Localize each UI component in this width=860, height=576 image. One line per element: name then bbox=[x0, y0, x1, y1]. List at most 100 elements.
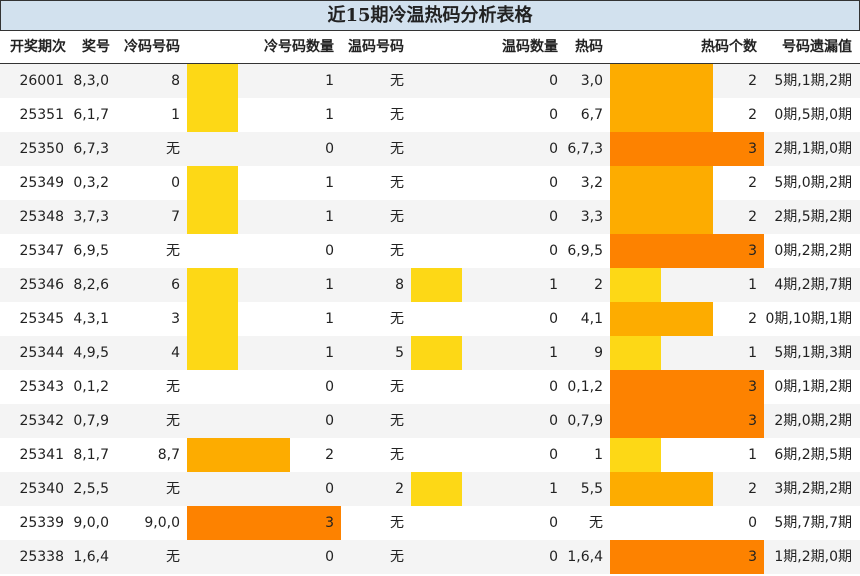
cell-cold: 4 bbox=[171, 345, 180, 361]
cell-draw: 4,3,1 bbox=[73, 311, 109, 327]
cell-draw: 6,1,7 bbox=[73, 107, 109, 123]
cell-warm-count: 0 bbox=[549, 515, 558, 531]
cell-period: 25349 bbox=[19, 175, 64, 191]
cell-warm: 无 bbox=[390, 311, 404, 327]
cell-hot-count: 1 bbox=[748, 447, 757, 463]
cell-cold: 1 bbox=[171, 107, 180, 123]
hot-count-bar bbox=[610, 166, 713, 200]
cell-hot: 5,5 bbox=[580, 481, 603, 497]
cell-hot: 3,3 bbox=[580, 209, 603, 225]
hot-count-bar bbox=[610, 64, 713, 98]
cell-warm: 5 bbox=[395, 345, 404, 361]
cell-hot: 2 bbox=[594, 277, 603, 293]
cell-cold: 无 bbox=[166, 413, 180, 429]
header-cold: 冷码号码 bbox=[124, 39, 180, 55]
cell-warm-count: 0 bbox=[549, 379, 558, 395]
cell-hot-count: 1 bbox=[748, 277, 757, 293]
cell-draw: 6,7,3 bbox=[73, 141, 109, 157]
cold-count-bar bbox=[187, 64, 238, 98]
cell-warm-count: 0 bbox=[549, 107, 558, 123]
table-row: 25346 8,2,6 6 1 8 1 2 1 4期,2期,7期 bbox=[0, 268, 860, 302]
cell-hot: 0,7,9 bbox=[567, 413, 603, 429]
cell-hot: 9 bbox=[594, 345, 603, 361]
cell-draw: 9,0,0 bbox=[73, 515, 109, 531]
cold-count-bar bbox=[187, 200, 238, 234]
cell-omission: 4期,2期,7期 bbox=[774, 277, 852, 293]
cell-period: 25351 bbox=[19, 107, 64, 123]
table-row: 25344 4,9,5 4 1 5 1 9 1 5期,1期,3期 bbox=[0, 336, 860, 370]
table-row: 25339 9,0,0 9,0,0 3 无 0 无 0 5期,7期,7期 bbox=[0, 506, 860, 540]
cell-warm: 无 bbox=[390, 515, 404, 531]
cell-cold: 7 bbox=[171, 209, 180, 225]
header-omission: 号码遗漏值 bbox=[782, 39, 852, 55]
cell-cold-count: 1 bbox=[325, 277, 334, 293]
cell-cold-count: 0 bbox=[325, 549, 334, 565]
hot-count-bar bbox=[610, 234, 764, 268]
cell-hot: 无 bbox=[589, 515, 603, 531]
cell-warm-count: 0 bbox=[549, 447, 558, 463]
cell-draw: 6,9,5 bbox=[73, 243, 109, 259]
header-draw: 奖号 bbox=[82, 39, 110, 55]
cell-cold: 3 bbox=[171, 311, 180, 327]
table-row: 25350 6,7,3 无 0 无 0 6,7,3 3 2期,1期,0期 bbox=[0, 132, 860, 166]
cell-cold: 0 bbox=[171, 175, 180, 191]
cell-cold: 8,7 bbox=[157, 447, 180, 463]
cell-hot-count: 1 bbox=[748, 345, 757, 361]
cell-period: 25341 bbox=[19, 447, 64, 463]
table-row: 26001 8,3,0 8 1 无 0 3,0 2 5期,1期,2期 bbox=[0, 64, 860, 98]
cell-cold: 9,0,0 bbox=[144, 515, 180, 531]
cell-cold-count: 3 bbox=[325, 515, 334, 531]
hot-count-bar bbox=[610, 302, 713, 336]
cell-warm: 无 bbox=[390, 73, 404, 89]
cell-draw: 4,9,5 bbox=[73, 345, 109, 361]
cell-omission: 2期,5期,2期 bbox=[774, 209, 852, 225]
cell-draw: 1,6,4 bbox=[73, 549, 109, 565]
cell-cold: 8 bbox=[171, 73, 180, 89]
cell-warm: 无 bbox=[390, 549, 404, 565]
cell-cold-count: 0 bbox=[325, 243, 334, 259]
cold-count-bar bbox=[187, 166, 238, 200]
cell-period: 25344 bbox=[19, 345, 64, 361]
cell-hot-count: 2 bbox=[748, 209, 757, 225]
cell-hot: 6,7,3 bbox=[567, 141, 603, 157]
cold-count-bar bbox=[187, 268, 238, 302]
cell-period: 25350 bbox=[19, 141, 64, 157]
cell-cold-count: 1 bbox=[325, 73, 334, 89]
cell-cold: 6 bbox=[171, 277, 180, 293]
hot-count-bar bbox=[610, 132, 764, 166]
warm-count-bar bbox=[411, 472, 462, 506]
cell-hot-count: 2 bbox=[748, 175, 757, 191]
hot-count-bar bbox=[610, 404, 764, 438]
cell-warm-count: 0 bbox=[549, 175, 558, 191]
header-cold-count: 冷号码数量 bbox=[264, 39, 334, 55]
cell-cold-count: 1 bbox=[325, 345, 334, 361]
cell-warm-count: 0 bbox=[549, 141, 558, 157]
cell-cold-count: 1 bbox=[325, 107, 334, 123]
cell-omission: 0期,2期,2期 bbox=[774, 243, 852, 259]
cell-cold-count: 0 bbox=[325, 379, 334, 395]
cell-omission: 1期,2期,0期 bbox=[774, 549, 852, 565]
cold-count-bar bbox=[187, 98, 238, 132]
hot-count-bar bbox=[610, 370, 764, 404]
header-hot-count: 热码个数 bbox=[701, 39, 757, 55]
header-hot: 热码 bbox=[575, 39, 603, 55]
hot-count-bar bbox=[610, 438, 661, 472]
cell-period: 25340 bbox=[19, 481, 64, 497]
cell-omission: 5期,1期,3期 bbox=[774, 345, 852, 361]
cell-period: 25338 bbox=[19, 549, 64, 565]
cell-hot: 4,1 bbox=[580, 311, 603, 327]
cell-draw: 0,7,9 bbox=[73, 413, 109, 429]
table-row: 25349 0,3,2 0 1 无 0 3,2 2 5期,0期,2期 bbox=[0, 166, 860, 200]
cell-omission: 0期,5期,0期 bbox=[774, 107, 852, 123]
cell-omission: 3期,2期,2期 bbox=[774, 481, 852, 497]
cell-warm-count: 0 bbox=[549, 243, 558, 259]
table-row: 25347 6,9,5 无 0 无 0 6,9,5 3 0期,2期,2期 bbox=[0, 234, 860, 268]
cell-omission: 5期,0期,2期 bbox=[774, 175, 852, 191]
warm-count-bar bbox=[411, 268, 462, 302]
table-row: 25345 4,3,1 3 1 无 0 4,1 2 0期,10期,1期 bbox=[0, 302, 860, 336]
table-row: 25342 0,7,9 无 0 无 0 0,7,9 3 2期,0期,2期 bbox=[0, 404, 860, 438]
cell-hot-count: 3 bbox=[748, 549, 757, 565]
cell-hot-count: 2 bbox=[748, 107, 757, 123]
cell-hot-count: 3 bbox=[748, 379, 757, 395]
cell-hot-count: 0 bbox=[748, 515, 757, 531]
